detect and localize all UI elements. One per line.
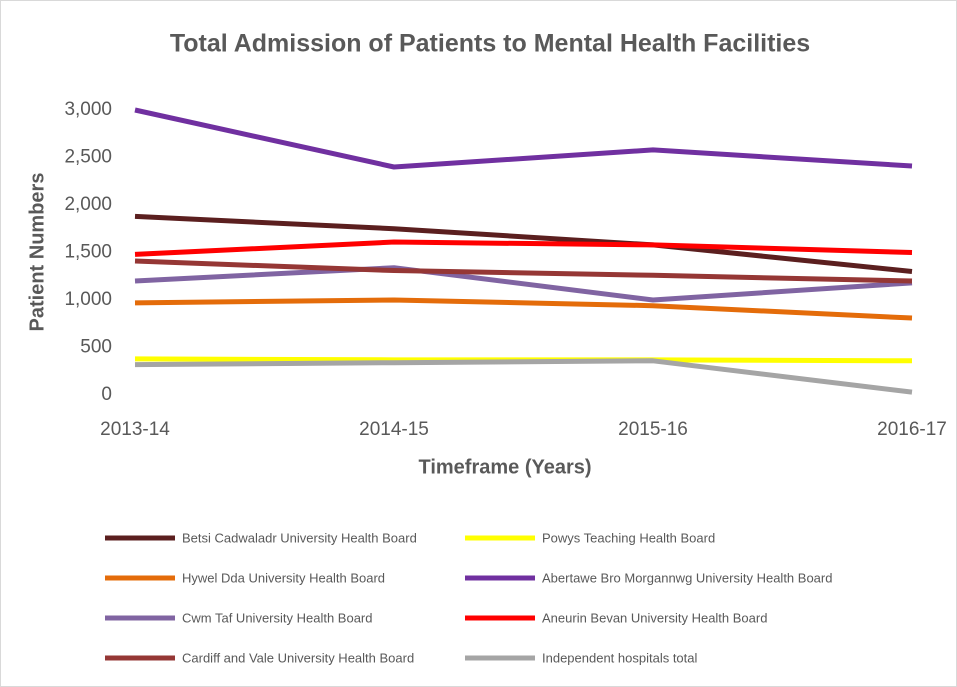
legend-label: Cardiff and Vale University Health Board <box>182 650 414 665</box>
legend-label: Powys Teaching Health Board <box>542 530 715 545</box>
y-tick-label: 2,000 <box>64 194 112 215</box>
y-tick-label: 1,500 <box>64 242 112 263</box>
x-axis-label: Timeframe (Years) <box>418 456 591 478</box>
legend-label: Cwm Taf University Health Board <box>182 610 373 625</box>
legend-label: Hywel Dda University Health Board <box>182 570 385 585</box>
legend-label: Independent hospitals total <box>542 650 698 665</box>
series-line <box>134 239 913 257</box>
series-line <box>134 213 913 274</box>
y-tick-label: 3,000 <box>64 99 112 120</box>
legend-label: Abertawe Bro Morgannwg University Health… <box>542 570 832 585</box>
x-tick-label: 2015-16 <box>618 419 688 440</box>
y-axis-label: Patient Numbers <box>26 173 48 332</box>
series-line <box>134 358 913 395</box>
series-line <box>134 258 913 284</box>
legend-label: Aneurin Bevan University Health Board <box>542 610 767 625</box>
y-tick-label: 0 <box>101 384 112 405</box>
x-tick-label: 2014-15 <box>359 419 429 440</box>
series-line <box>134 107 913 170</box>
chart-title: Total Admission of Patients to Mental He… <box>170 30 810 58</box>
x-tick-label: 2016-17 <box>877 419 947 440</box>
y-tick-label: 1,000 <box>64 289 112 310</box>
series-line <box>134 265 913 303</box>
x-tick-label: 2013-14 <box>100 419 170 440</box>
y-tick-label: 500 <box>80 337 112 358</box>
y-tick-label: 2,500 <box>64 147 112 168</box>
legend-label: Betsi Cadwaladr University Health Board <box>182 530 417 545</box>
series-line <box>134 297 913 321</box>
